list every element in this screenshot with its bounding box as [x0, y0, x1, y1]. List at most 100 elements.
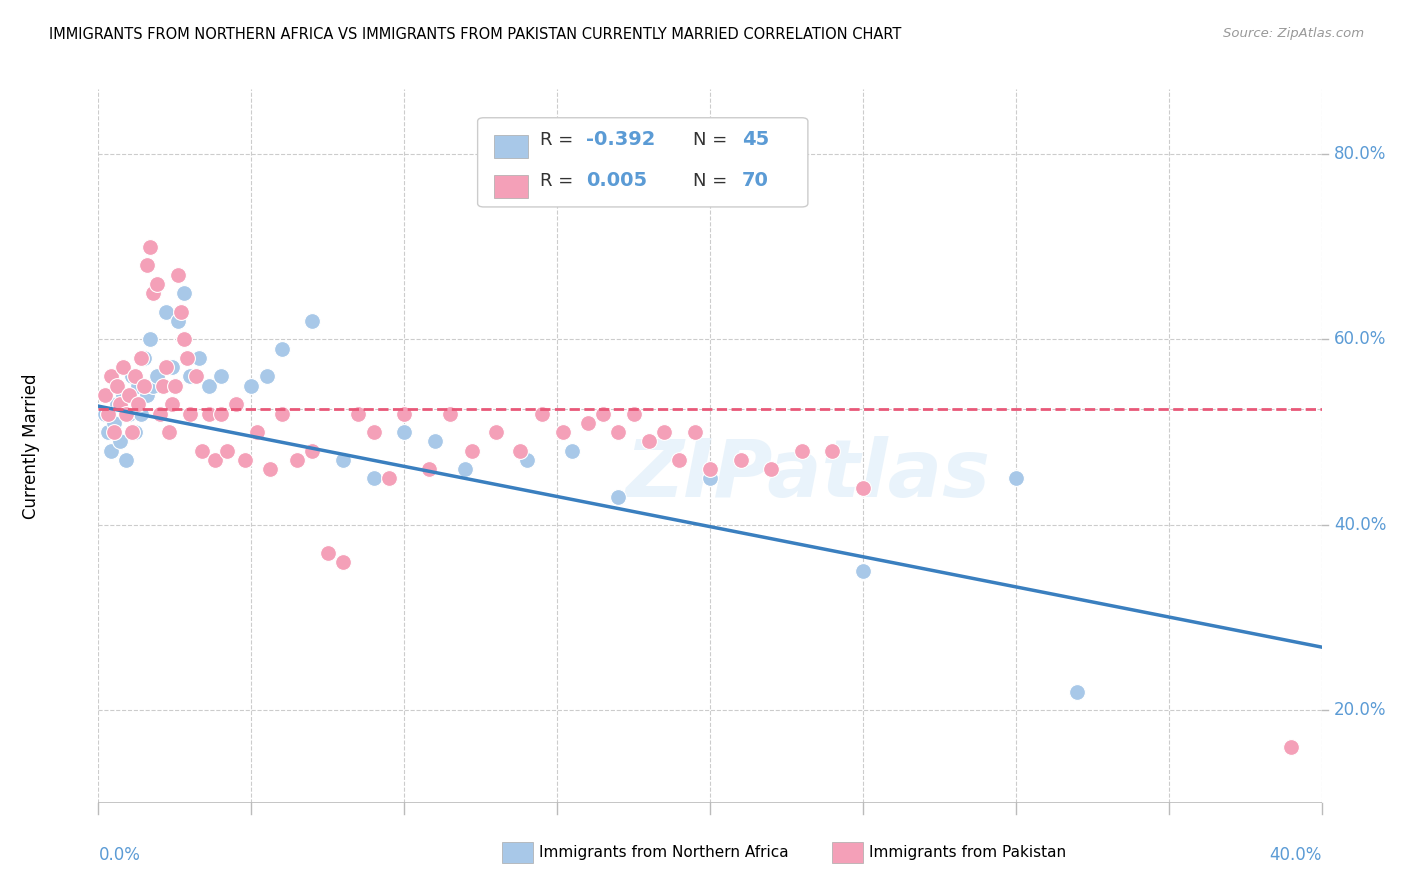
Point	[652, 425, 675, 439]
Point	[127, 378, 149, 392]
Point	[118, 388, 141, 402]
Point	[197, 407, 219, 421]
Text: ZIPatlas: ZIPatlas	[626, 435, 990, 514]
Text: N =: N =	[693, 130, 733, 149]
Point	[683, 425, 706, 439]
Text: 40.0%: 40.0%	[1334, 516, 1386, 533]
Point	[173, 286, 195, 301]
Point	[270, 407, 292, 421]
Point	[392, 407, 416, 421]
Point	[160, 360, 183, 375]
Point	[188, 351, 211, 365]
Point	[553, 425, 575, 439]
Point	[637, 434, 661, 449]
Point	[142, 378, 165, 392]
Point	[460, 443, 482, 458]
Point	[129, 351, 152, 365]
Text: -0.392: -0.392	[586, 130, 655, 149]
Point	[209, 407, 232, 421]
Point	[1004, 471, 1026, 485]
Point	[167, 314, 190, 328]
Point	[209, 369, 232, 384]
Point	[97, 425, 120, 439]
Point	[149, 407, 172, 421]
Point	[790, 443, 813, 458]
Point	[179, 369, 201, 384]
Point	[699, 462, 721, 476]
Point	[160, 397, 183, 411]
Point	[145, 369, 167, 384]
Point	[225, 397, 247, 411]
Point	[103, 425, 125, 439]
Point	[191, 443, 214, 458]
FancyBboxPatch shape	[494, 135, 527, 159]
Point	[136, 258, 159, 272]
Point	[134, 351, 156, 365]
Point	[152, 378, 174, 392]
Text: 20.0%: 20.0%	[1334, 701, 1386, 719]
Point	[157, 425, 180, 439]
Point	[139, 240, 162, 254]
Point	[163, 378, 186, 392]
Point	[121, 425, 143, 439]
Point	[93, 407, 115, 421]
Point	[592, 407, 614, 421]
Point	[124, 425, 146, 439]
Point	[108, 434, 131, 449]
Point	[173, 333, 195, 347]
Point	[176, 351, 198, 365]
Point	[186, 369, 208, 384]
Point	[561, 443, 583, 458]
Point	[259, 462, 281, 476]
Point	[454, 462, 477, 476]
Point	[103, 416, 125, 430]
Point	[246, 425, 269, 439]
Text: 70: 70	[742, 171, 769, 191]
Point	[347, 407, 370, 421]
Point	[134, 378, 156, 392]
Point	[607, 425, 630, 439]
Text: 80.0%: 80.0%	[1334, 145, 1386, 163]
Text: 60.0%: 60.0%	[1334, 330, 1386, 349]
Text: Immigrants from Northern Africa: Immigrants from Northern Africa	[538, 846, 789, 860]
Point	[111, 360, 134, 375]
Point	[233, 453, 256, 467]
Point	[530, 407, 553, 421]
Point	[439, 407, 461, 421]
Point	[111, 388, 134, 402]
FancyBboxPatch shape	[502, 842, 533, 863]
FancyBboxPatch shape	[494, 175, 527, 198]
Point	[668, 453, 690, 467]
Point	[423, 434, 446, 449]
Point	[821, 443, 844, 458]
Point	[93, 388, 115, 402]
Point	[124, 369, 146, 384]
Point	[155, 304, 177, 318]
Point	[301, 314, 323, 328]
Point	[1279, 740, 1302, 755]
Text: Source: ZipAtlas.com: Source: ZipAtlas.com	[1223, 27, 1364, 40]
Text: R =: R =	[540, 172, 579, 190]
Point	[301, 443, 323, 458]
Point	[363, 471, 385, 485]
Point	[197, 378, 219, 392]
Text: 45: 45	[742, 130, 769, 149]
Point	[607, 490, 630, 504]
Point	[576, 416, 599, 430]
FancyBboxPatch shape	[832, 842, 863, 863]
Point	[730, 453, 752, 467]
Point	[149, 407, 172, 421]
Point	[240, 378, 263, 392]
Point	[418, 462, 440, 476]
Text: Immigrants from Pakistan: Immigrants from Pakistan	[869, 846, 1066, 860]
Point	[204, 453, 226, 467]
Point	[332, 555, 354, 569]
Point	[108, 397, 131, 411]
Text: R =: R =	[540, 130, 579, 149]
Point	[363, 425, 385, 439]
Text: IMMIGRANTS FROM NORTHERN AFRICA VS IMMIGRANTS FROM PAKISTAN CURRENTLY MARRIED CO: IMMIGRANTS FROM NORTHERN AFRICA VS IMMIG…	[49, 27, 901, 42]
Point	[378, 471, 401, 485]
Point	[1279, 740, 1302, 755]
Point	[105, 378, 128, 392]
Point	[225, 397, 247, 411]
